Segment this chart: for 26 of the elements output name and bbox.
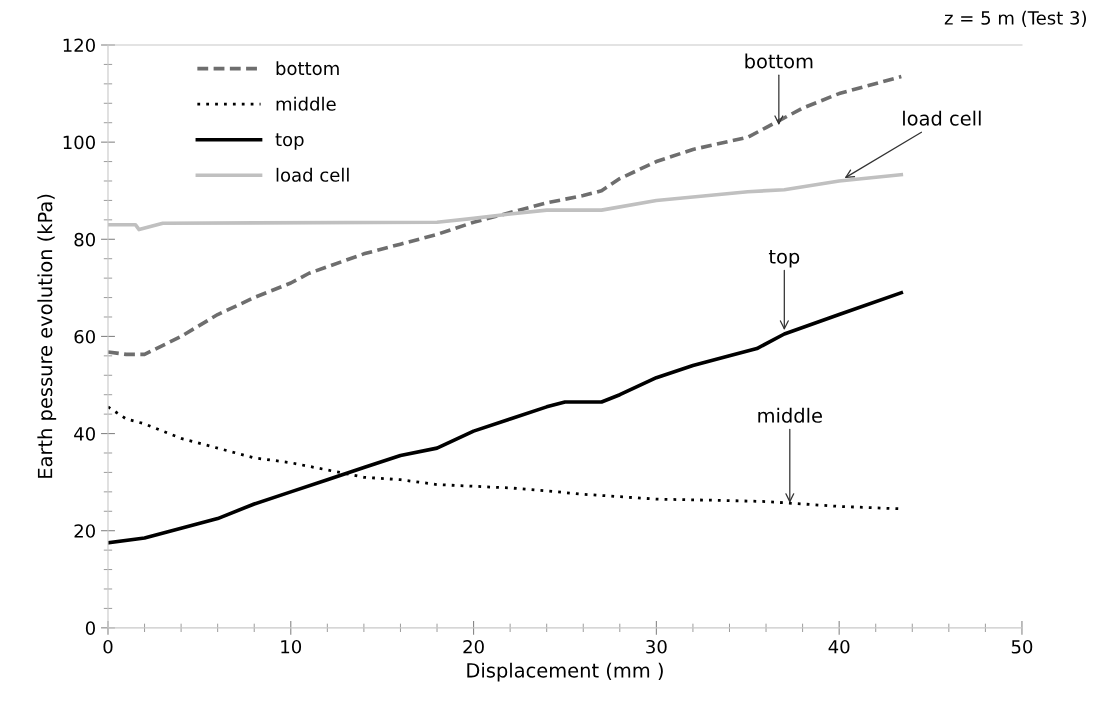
legend-label: bottom xyxy=(276,61,339,76)
annotation: bottom xyxy=(745,53,813,69)
line-series xyxy=(107,290,904,545)
y-tick-label: 0 xyxy=(85,621,95,635)
y-tick-label: 40 xyxy=(74,427,95,441)
y-tick-label: 20 xyxy=(74,524,95,538)
chart-title: z = 5 m (Test 3) xyxy=(944,10,1086,27)
annotation: load cell xyxy=(903,110,981,126)
y-tick-label: 80 xyxy=(74,232,95,247)
legend-label: middle xyxy=(276,96,336,111)
x-tick-label: 10 xyxy=(281,639,302,654)
x-tick-label: 40 xyxy=(828,639,850,654)
legend-label: top xyxy=(275,133,304,150)
line-series xyxy=(107,74,904,357)
x-tick-label: 20 xyxy=(463,639,484,654)
y-tick-label: 120 xyxy=(63,38,95,53)
y-tick-label: 100 xyxy=(63,135,95,150)
annotation: top xyxy=(768,249,800,268)
x-axis-title: Displacement (mm ) xyxy=(467,662,663,682)
x-tick-label: 30 xyxy=(646,639,667,654)
y-tick-label: 60 xyxy=(74,329,95,344)
annotation: middle xyxy=(758,407,822,423)
x-tick-label: 0 xyxy=(103,639,113,654)
legend-label: load cell xyxy=(276,167,349,182)
y-axis-title: Earth pessure evolution (kPa) xyxy=(37,194,57,478)
x-tick-label: 50 xyxy=(1011,639,1033,654)
